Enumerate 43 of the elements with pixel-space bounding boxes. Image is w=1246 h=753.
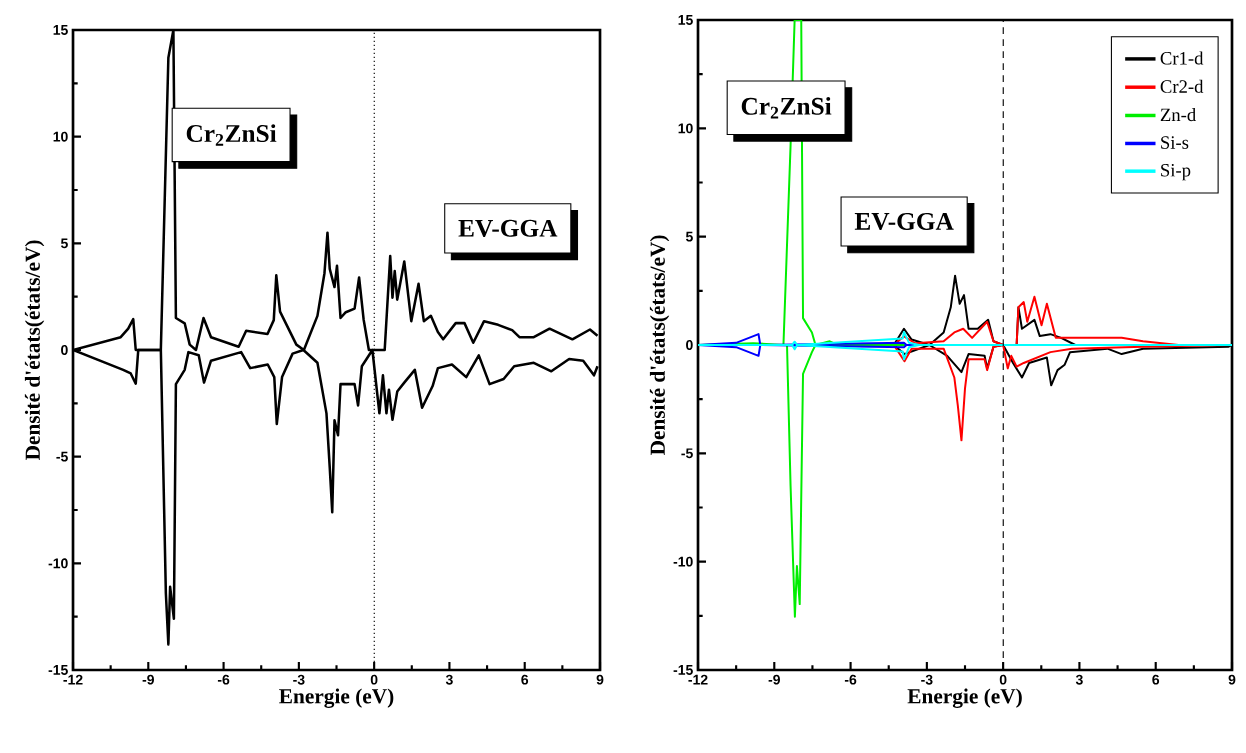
y-tick-label: -10 xyxy=(673,556,693,567)
y-tick-label: 0 xyxy=(686,340,693,350)
x-tick-label: -3 xyxy=(921,674,933,685)
legend-label: Cr2-d xyxy=(1160,79,1204,93)
x-tick-label: 0 xyxy=(370,674,378,685)
y-tick-label: 10 xyxy=(678,123,693,134)
y-tick-label: -15 xyxy=(48,665,68,675)
annotation: EV-GGA xyxy=(458,219,558,237)
y-tick-label: 5 xyxy=(685,231,693,242)
y-tick-label: 0 xyxy=(61,345,68,355)
y-tick-label: -5 xyxy=(681,448,693,459)
y-axis-title: Densité d'états(états/eV) xyxy=(24,240,45,461)
x-axis-title: Energie (eV) xyxy=(907,688,1022,708)
y-axis-title: Densité d'états(états/eV) xyxy=(649,235,670,456)
legend-label: Si-s xyxy=(1161,136,1189,149)
x-tick-label: 9 xyxy=(1228,674,1236,685)
y-tick-label: 5 xyxy=(60,238,68,249)
x-tick-label: -9 xyxy=(768,674,780,685)
y-tick-label: -15 xyxy=(673,665,693,675)
annotation: Cr$_{2}$ZnSi xyxy=(186,124,277,146)
x-tick-label: -6 xyxy=(844,674,857,685)
x-tick-label: 6 xyxy=(1152,674,1160,685)
y-tick-label: -10 xyxy=(48,558,68,569)
legend-label: Zn-d xyxy=(1160,107,1196,122)
x-tick-label: -6 xyxy=(217,674,230,685)
x-tick-label: -9 xyxy=(142,674,154,685)
x-tick-label: -3 xyxy=(293,674,305,685)
legend-label: Cr1-d xyxy=(1160,51,1204,65)
x-tick-label: 3 xyxy=(1075,674,1083,685)
x-tick-label: -12 xyxy=(688,674,708,685)
x-tick-label: -12 xyxy=(63,674,83,685)
x-tick-label: 3 xyxy=(445,674,453,685)
annotation: EV-GGA xyxy=(854,212,954,231)
x-tick-label: 0 xyxy=(999,674,1007,685)
x-tick-label: 9 xyxy=(596,674,604,685)
x-axis-title: Energie (eV) xyxy=(279,688,394,708)
y-tick-label: -5 xyxy=(56,451,68,462)
y-tick-label: 15 xyxy=(53,25,68,35)
annotation: Cr$_{2}$ZnSi xyxy=(741,97,832,119)
legend-label: Si-p xyxy=(1161,163,1191,181)
x-tick-label: 6 xyxy=(521,674,529,685)
y-tick-label: 10 xyxy=(53,131,68,142)
y-tick-label: 15 xyxy=(678,15,693,25)
